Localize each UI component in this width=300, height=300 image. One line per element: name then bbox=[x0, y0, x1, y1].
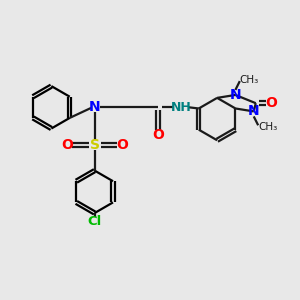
Text: S: S bbox=[90, 138, 100, 152]
Text: N: N bbox=[230, 88, 241, 102]
Text: NH: NH bbox=[170, 101, 191, 114]
Text: O: O bbox=[61, 138, 73, 152]
Text: CH₃: CH₃ bbox=[258, 122, 278, 132]
Text: N: N bbox=[248, 104, 260, 118]
Text: O: O bbox=[116, 138, 128, 152]
Text: O: O bbox=[265, 96, 277, 110]
Text: Cl: Cl bbox=[88, 215, 102, 228]
Text: O: O bbox=[152, 128, 164, 142]
Text: N: N bbox=[89, 100, 100, 114]
Text: CH₃: CH₃ bbox=[240, 75, 259, 85]
